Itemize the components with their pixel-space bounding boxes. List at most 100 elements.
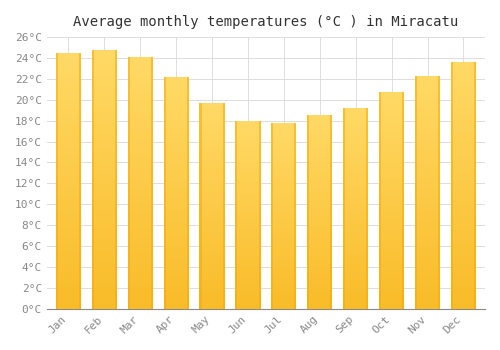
Bar (128, 82, 153, 87)
Bar (128, 112, 153, 117)
Bar (128, 168, 153, 173)
Bar (307, 255, 332, 259)
Bar (56, 196, 81, 201)
Bar (236, 170, 260, 173)
Bar (307, 197, 332, 201)
Bar (272, 141, 296, 145)
Bar (330, 116, 332, 309)
Bar (128, 97, 153, 102)
Bar (128, 148, 153, 153)
Bar (474, 62, 476, 309)
Bar (343, 265, 368, 269)
Bar (236, 301, 260, 305)
Bar (307, 131, 332, 135)
Bar (379, 105, 404, 110)
Bar (307, 139, 332, 142)
Bar (379, 252, 404, 257)
Bar (200, 140, 224, 144)
Bar (92, 65, 117, 70)
Bar (200, 272, 224, 276)
Bar (236, 121, 238, 309)
Bar (200, 284, 224, 288)
Bar (415, 216, 440, 220)
Bar (272, 238, 296, 242)
Bar (128, 243, 153, 248)
Bar (92, 241, 117, 246)
Bar (343, 217, 368, 220)
Bar (92, 122, 117, 127)
Bar (379, 140, 404, 145)
Bar (415, 76, 440, 80)
Bar (272, 178, 296, 182)
Bar (236, 237, 260, 241)
Bar (164, 82, 188, 86)
Bar (128, 284, 153, 289)
Bar (128, 203, 153, 208)
Bar (164, 77, 166, 309)
Bar (343, 164, 368, 168)
Bar (236, 222, 260, 226)
Bar (451, 62, 476, 67)
Bar (200, 222, 224, 226)
Bar (379, 218, 404, 222)
Bar (236, 151, 260, 155)
Bar (415, 99, 440, 104)
Bar (92, 252, 117, 257)
Bar (92, 303, 117, 309)
Bar (343, 301, 368, 305)
Bar (379, 261, 404, 266)
Bar (236, 158, 260, 162)
Bar (164, 109, 188, 114)
Bar (56, 104, 81, 109)
Bar (200, 198, 224, 202)
Bar (164, 295, 188, 300)
Bar (56, 283, 81, 288)
Bar (343, 289, 368, 293)
Bar (451, 141, 476, 146)
Bar (128, 299, 153, 304)
Bar (451, 72, 476, 77)
Bar (56, 232, 81, 237)
Bar (200, 148, 224, 152)
Bar (200, 119, 224, 124)
Bar (200, 276, 224, 280)
Bar (415, 141, 440, 146)
Bar (272, 123, 296, 126)
Bar (415, 132, 440, 136)
Bar (415, 122, 440, 127)
Bar (343, 237, 368, 240)
Bar (451, 235, 476, 240)
Bar (451, 259, 476, 264)
Bar (272, 190, 296, 194)
Bar (451, 254, 476, 259)
Bar (379, 239, 404, 244)
Bar (128, 62, 153, 67)
Bar (164, 276, 188, 281)
Bar (343, 176, 368, 180)
Bar (92, 148, 117, 153)
Bar (236, 252, 260, 256)
Bar (164, 272, 188, 276)
Bar (307, 146, 332, 150)
Bar (307, 135, 332, 139)
Bar (200, 132, 224, 136)
Bar (415, 108, 440, 113)
Bar (307, 270, 332, 274)
Bar (307, 119, 332, 123)
Bar (415, 206, 440, 211)
Bar (272, 205, 296, 208)
Bar (307, 293, 332, 297)
Bar (56, 155, 81, 160)
Bar (415, 295, 440, 300)
Bar (164, 244, 188, 248)
Bar (343, 160, 368, 164)
Bar (451, 230, 476, 235)
Bar (307, 208, 332, 212)
Bar (343, 257, 368, 261)
Bar (128, 253, 153, 258)
Bar (343, 193, 368, 196)
Bar (56, 299, 81, 304)
Bar (128, 153, 153, 158)
Bar (451, 156, 476, 161)
Bar (343, 136, 368, 140)
